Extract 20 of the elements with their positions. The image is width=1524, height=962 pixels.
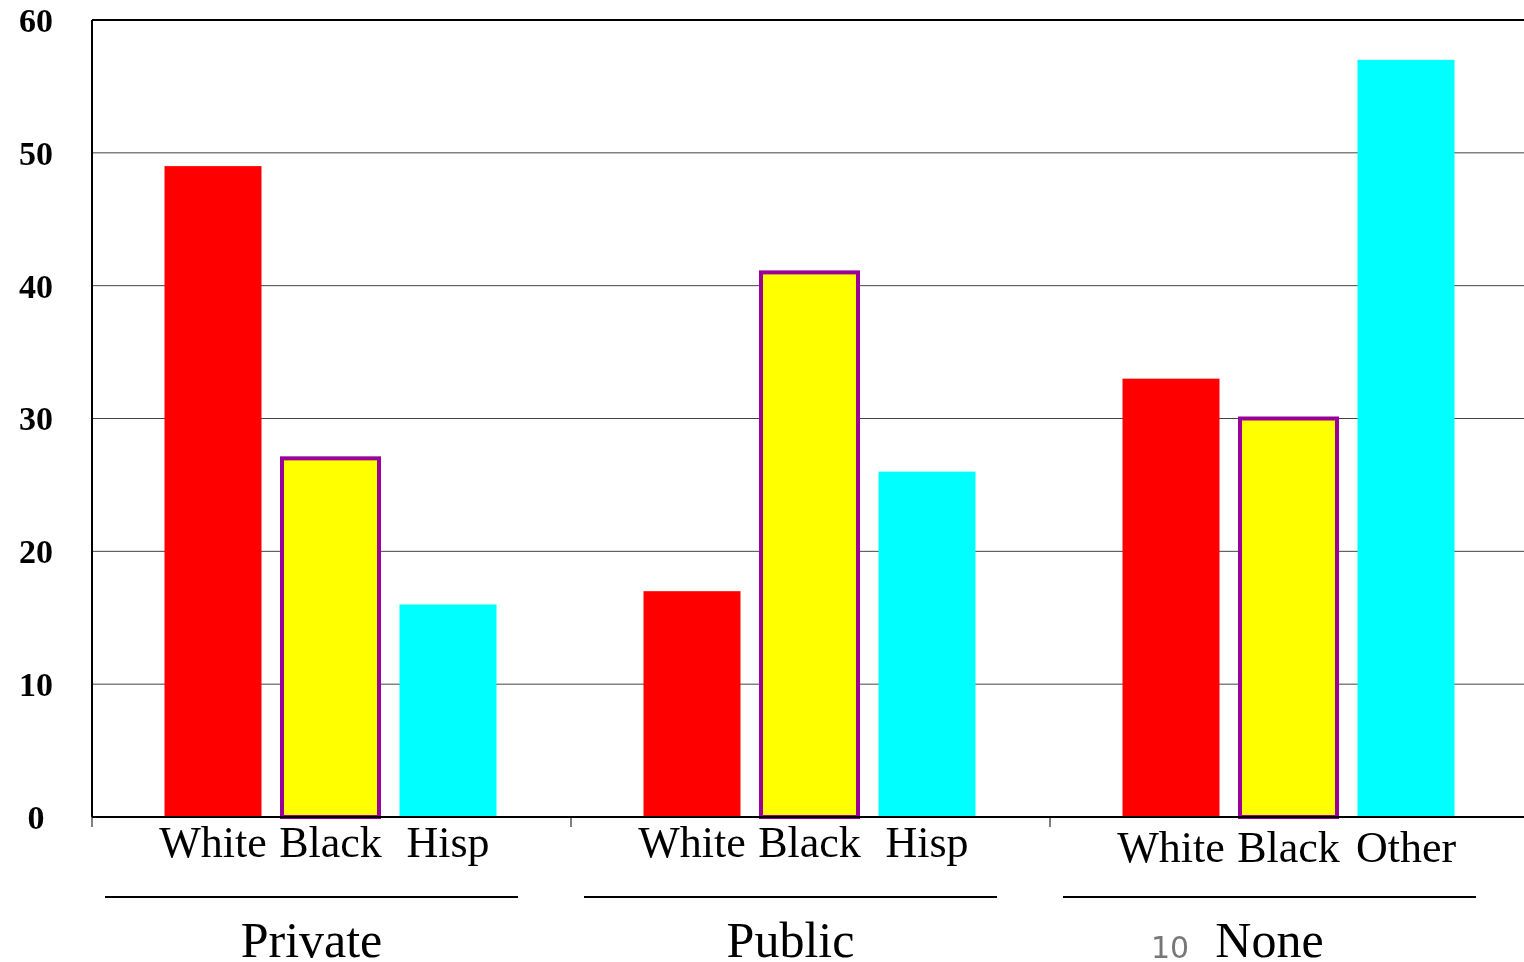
x-tick-label: Hisp (885, 818, 969, 867)
y-tick-label: 50 (19, 134, 53, 172)
y-tick-label: 60 (19, 1, 53, 39)
x-tick-label: Hisp (406, 818, 490, 867)
text: Public (726, 912, 855, 962)
x-tick-label: White (1117, 823, 1225, 872)
y-tick-label: 30 (19, 400, 53, 438)
y-tick-label: 20 (19, 533, 53, 571)
text: None (1215, 912, 1324, 962)
x-tick-label: Other (1355, 823, 1457, 872)
y-tick-label: 10 (19, 666, 53, 704)
text: Private (240, 912, 383, 962)
x-tick-label: Black (279, 818, 382, 867)
x-tick-label: Black (758, 818, 861, 867)
x-tick-label: Black (1237, 823, 1340, 872)
text: 10 (1150, 930, 1190, 962)
y-tick-label: 0 (27, 798, 45, 836)
x-tick-label: White (638, 818, 746, 867)
x-tick-label: White (159, 818, 267, 867)
y-tick-label: 40 (19, 267, 53, 305)
